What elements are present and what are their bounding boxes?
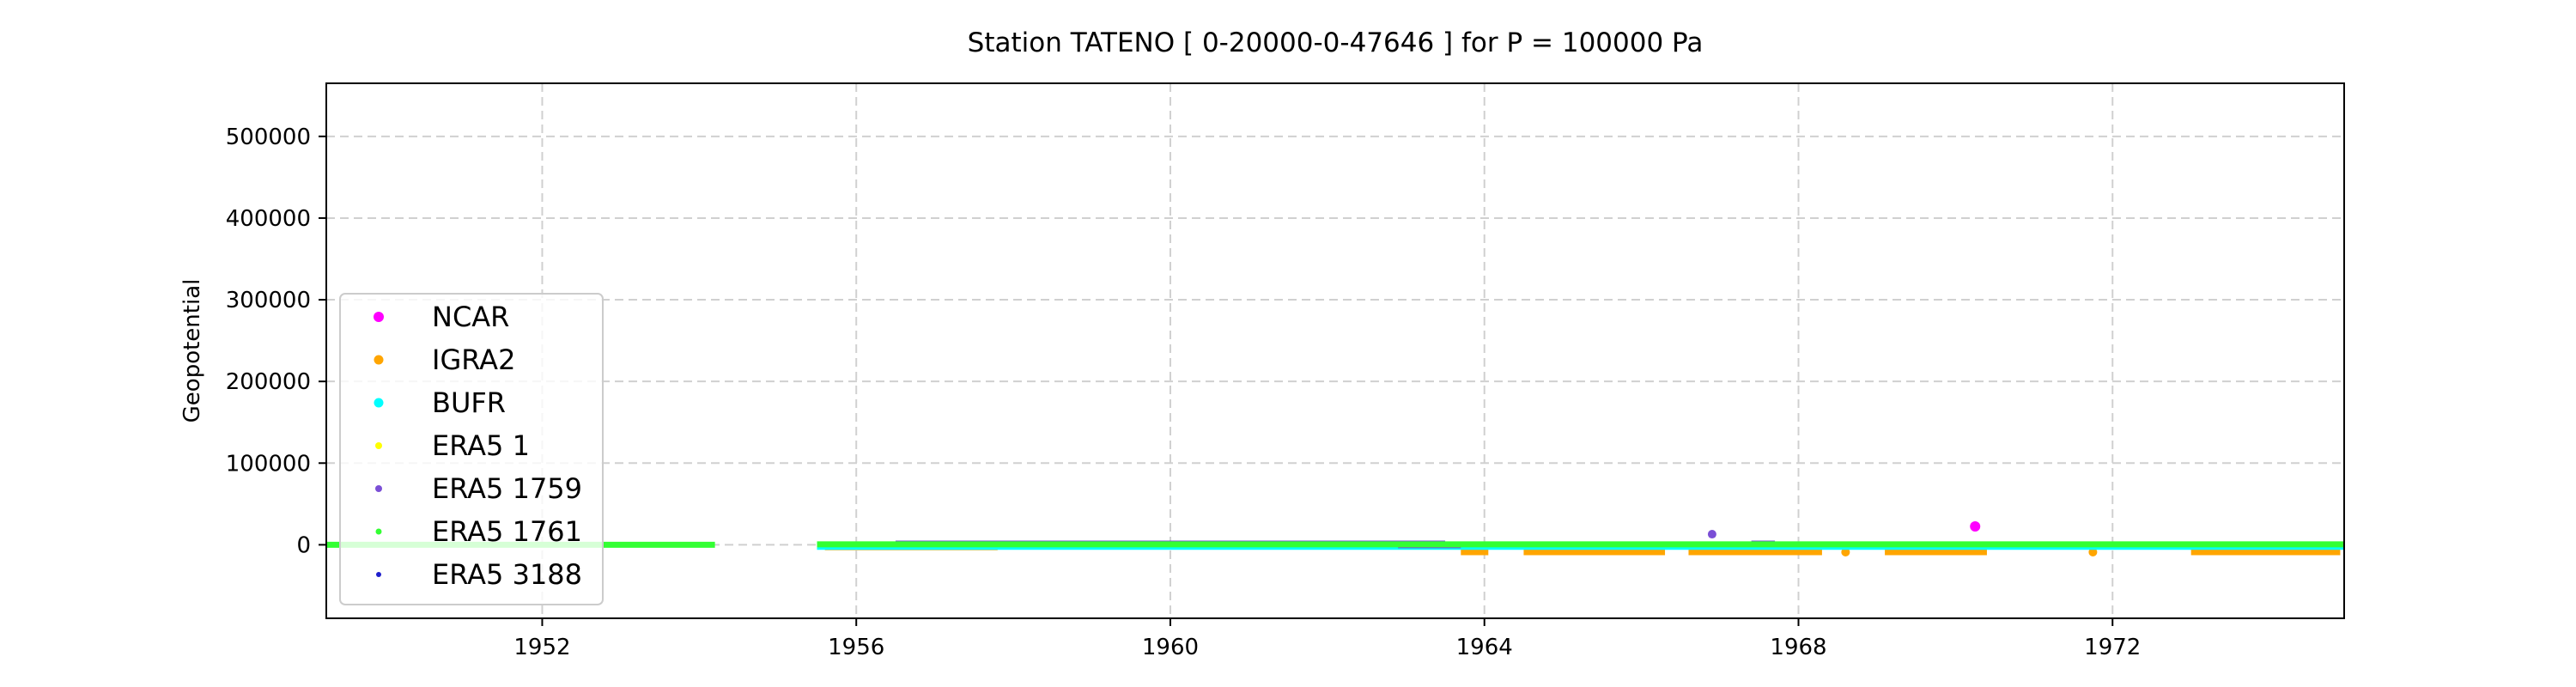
- y-tick-label: 100000: [226, 451, 311, 477]
- legend-item[interactable]: BUFR: [374, 386, 507, 419]
- legend-marker: [375, 485, 382, 492]
- legend-marker: [375, 528, 382, 535]
- y-tick-label: 0: [296, 532, 311, 558]
- data-marks: [326, 520, 2344, 556]
- x-tick-label: 1952: [513, 635, 570, 660]
- legend-marker: [374, 355, 384, 365]
- legend-item[interactable]: ERA5 1761: [375, 515, 583, 548]
- legend-item[interactable]: ERA5 3188: [376, 558, 582, 591]
- legend-label: ERA5 1: [432, 429, 530, 462]
- grid-lines: [326, 83, 2344, 618]
- x-tick-label: 1956: [828, 635, 884, 660]
- legend-label: NCAR: [432, 301, 509, 333]
- legend-item[interactable]: NCAR: [374, 301, 509, 333]
- legend-item[interactable]: IGRA2: [374, 344, 516, 376]
- x-tick-label: 1972: [2084, 635, 2141, 660]
- x-axis: 1952 1956 1960 1964 1968 1972: [513, 618, 2141, 660]
- legend-label: ERA5 1759: [432, 472, 582, 505]
- legend-item[interactable]: ERA5 1: [375, 429, 530, 462]
- x-tick-label: 1964: [1456, 635, 1513, 660]
- legend-marker: [376, 572, 381, 577]
- plot-frame: [325, 82, 2345, 619]
- x-tick-label: 1968: [1770, 635, 1826, 660]
- legend[interactable]: NCAR IGRA2 BUFR ERA5 1 ERA5 1759 ERA5 1761 ERA…: [339, 293, 604, 605]
- legend-label: IGRA2: [432, 344, 515, 376]
- data-point: [1970, 520, 1981, 532]
- legend-box: [339, 293, 604, 605]
- data-point: [1841, 547, 1850, 556]
- data-point: [2088, 547, 2098, 556]
- y-axis-label: Geopotential: [179, 279, 205, 423]
- legend-label: ERA5 1761: [432, 515, 582, 548]
- legend-marker: [374, 398, 384, 408]
- legend-marker: [374, 312, 384, 322]
- legend-marker: [375, 442, 382, 449]
- x-tick-label: 1960: [1142, 635, 1199, 660]
- legend-item[interactable]: ERA5 1759: [375, 472, 582, 505]
- series-ncar: [1970, 520, 1981, 532]
- y-tick-label: 200000: [226, 369, 311, 395]
- y-tick-label: 300000: [226, 288, 311, 313]
- legend-label: ERA5 3188: [432, 558, 582, 591]
- y-axis: 0 100000 200000 300000 400000 500000: [226, 125, 326, 558]
- legend-label: BUFR: [432, 386, 506, 419]
- data-point: [1707, 530, 1716, 539]
- y-tick-label: 400000: [226, 206, 311, 232]
- chart-title: Station TATENO [ 0-20000-0-47646 ] for P…: [968, 27, 1704, 58]
- y-tick-label: 500000: [226, 125, 311, 150]
